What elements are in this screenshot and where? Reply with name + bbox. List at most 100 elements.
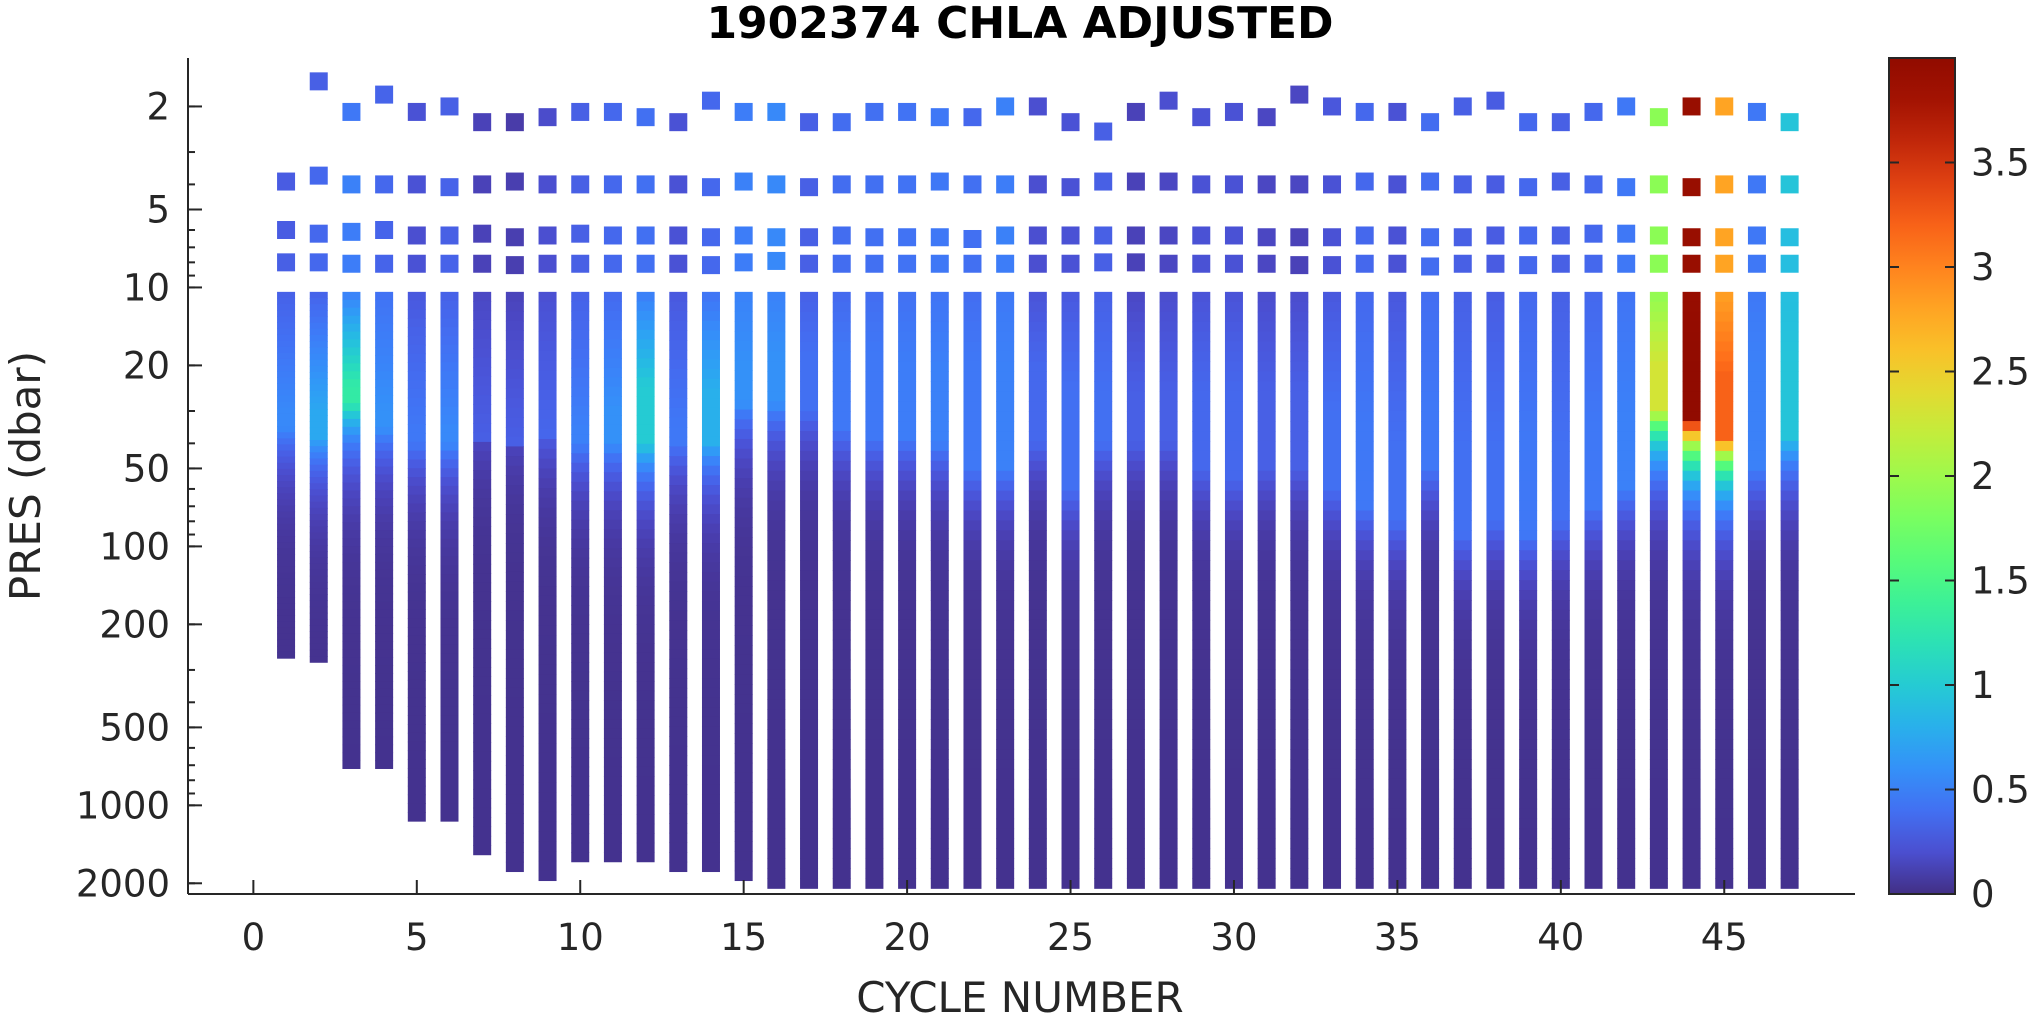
depth-sample <box>734 713 753 725</box>
profile-cycle-42 <box>1617 97 1636 889</box>
depth-sample <box>277 590 296 598</box>
depth-sample <box>505 861 524 873</box>
depth-sample <box>767 868 786 879</box>
depth-sample <box>1780 421 1799 432</box>
depth-sample <box>636 671 655 682</box>
depth-sample <box>734 448 753 460</box>
depth-sample <box>1486 341 1505 353</box>
depth-sample <box>1682 768 1701 780</box>
depth-sample <box>1224 301 1243 313</box>
depth-sample <box>603 700 622 711</box>
depth-sample <box>1355 788 1374 800</box>
depth-sample <box>1192 530 1211 541</box>
depth-sample <box>1224 609 1243 621</box>
depth-sample <box>1649 828 1668 840</box>
depth-sample <box>1682 480 1701 492</box>
depth-sample <box>1551 838 1570 850</box>
surface-sample <box>1486 254 1505 273</box>
depth-sample <box>1747 381 1766 392</box>
depth-sample <box>309 415 328 423</box>
depth-sample <box>669 823 688 834</box>
depth-sample <box>603 852 622 863</box>
depth-sample <box>571 424 590 435</box>
depth-sample <box>309 372 328 379</box>
depth-sample <box>1061 440 1080 452</box>
depth-sample <box>898 530 917 541</box>
depth-sample <box>1388 629 1407 641</box>
depth-sample <box>505 417 524 428</box>
depth-sample <box>473 573 492 584</box>
depth-sample <box>538 566 557 577</box>
depth-sample <box>1780 679 1799 691</box>
depth-sample <box>701 378 720 390</box>
depth-sample <box>1649 440 1668 452</box>
depth-sample <box>1323 570 1342 581</box>
depth-sample <box>603 662 622 673</box>
depth-sample <box>1747 689 1766 700</box>
depth-sample <box>1323 619 1342 631</box>
surface-sample <box>342 222 361 241</box>
depth-sample <box>505 774 524 786</box>
depth-sample <box>1617 401 1636 412</box>
depth-sample <box>505 378 524 390</box>
depth-sample <box>309 618 328 626</box>
depth-sample <box>1486 301 1505 313</box>
depth-sample <box>1355 590 1374 601</box>
depth-sample <box>1715 431 1734 442</box>
depth-sample <box>1780 510 1799 522</box>
surface-sample <box>309 72 328 91</box>
depth-sample <box>1323 699 1342 710</box>
depth-sample <box>1126 878 1145 889</box>
depth-sample <box>669 475 688 486</box>
depth-sample <box>342 593 361 603</box>
depth-sample <box>1682 401 1701 412</box>
depth-sample <box>407 353 426 364</box>
depth-sample <box>1584 470 1603 482</box>
surface-sample <box>1388 175 1407 194</box>
depth-sample <box>1355 679 1374 691</box>
depth-sample <box>1323 808 1342 820</box>
depth-sample <box>963 321 982 333</box>
depth-sample <box>930 808 949 820</box>
depth-sample <box>1355 540 1374 551</box>
surface-sample <box>1453 175 1472 194</box>
surface-sample <box>1551 226 1570 245</box>
depth-sample <box>1028 560 1047 571</box>
surface-sample <box>1126 253 1145 272</box>
depth-sample <box>309 384 328 392</box>
depth-sample <box>996 560 1015 571</box>
depth-sample <box>898 421 917 432</box>
depth-sample <box>963 381 982 392</box>
depth-sample <box>1682 291 1701 303</box>
depth-sample <box>1061 609 1080 621</box>
depth-sample <box>1028 699 1047 710</box>
depth-sample <box>1453 619 1472 631</box>
depth-sample <box>1192 351 1211 363</box>
depth-sample <box>342 363 361 372</box>
depth-sample <box>1649 749 1668 760</box>
depth-sample <box>800 450 819 462</box>
depth-sample <box>375 299 394 309</box>
depth-sample <box>342 657 361 666</box>
depth-sample <box>1126 590 1145 601</box>
depth-sample <box>1257 868 1276 879</box>
depth-sample <box>1192 540 1211 551</box>
depth-sample <box>1780 590 1799 601</box>
depth-sample <box>1192 828 1211 840</box>
depth-sample <box>440 380 459 390</box>
depth-sample <box>1453 450 1472 462</box>
depth-sample <box>1584 669 1603 681</box>
depth-sample <box>669 562 688 573</box>
depth-sample <box>1617 470 1636 482</box>
depth-sample <box>930 401 949 412</box>
depth-sample <box>1551 371 1570 382</box>
surface-sample <box>1192 175 1211 194</box>
depth-sample <box>440 441 459 452</box>
depth-sample <box>505 736 524 747</box>
depth-sample <box>1617 669 1636 681</box>
depth-sample <box>898 838 917 850</box>
depth-sample <box>1486 331 1505 343</box>
depth-sample <box>1780 778 1799 790</box>
depth-sample <box>571 557 590 568</box>
profile-cycle-19 <box>865 102 884 889</box>
